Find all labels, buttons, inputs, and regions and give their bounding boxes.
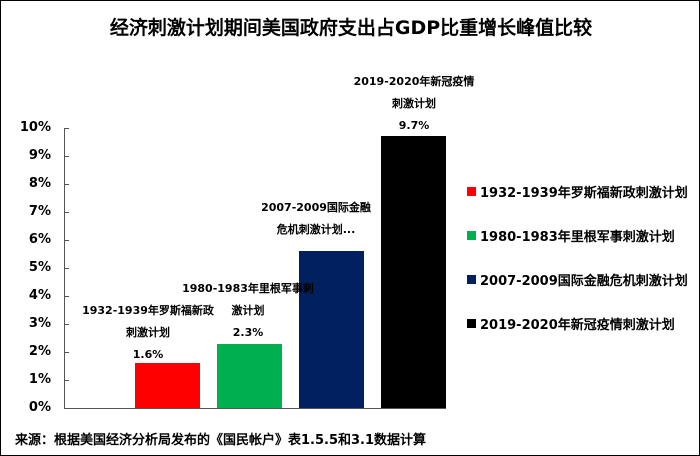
chart-title: 经济刺激计划期间美国政府支出占GDP比重增长峰值比较 xyxy=(109,17,593,39)
y-tick xyxy=(64,380,69,381)
y-tick xyxy=(64,324,69,325)
data-label-line: 刺激计划 xyxy=(126,326,170,339)
y-tick xyxy=(64,156,69,157)
y-tick-label: 8% xyxy=(28,176,51,191)
legend-item-1980: 1980-1983年里根军事刺激计划 xyxy=(467,213,688,257)
data-label-line: 2007-2009国际金融 xyxy=(261,201,371,214)
legend-swatch-red xyxy=(467,186,476,196)
data-label-value: 2.3% xyxy=(232,326,264,339)
y-tick xyxy=(64,128,69,129)
legend-label: 2019-2020年新冠疫情刺激计划 xyxy=(480,317,675,333)
y-tick-label: 3% xyxy=(28,316,51,331)
bar-1932-1939 xyxy=(135,363,200,408)
y-tick-label: 6% xyxy=(28,232,51,247)
bar-2019-2020 xyxy=(381,136,446,408)
bar-1980-1983 xyxy=(217,344,282,408)
chart-legend: 1932-1939年罗斯福新政刺激计划 1980-1983年里根军事刺激计划 2… xyxy=(467,169,688,345)
data-label-line: 1932-1939年罗斯福新政 xyxy=(82,304,214,317)
data-label-2019: 2019-2020年新冠疫情 刺激计划 9.7% xyxy=(339,71,489,137)
legend-swatch-black xyxy=(467,318,476,328)
y-tick xyxy=(64,212,69,213)
y-tick-label: 4% xyxy=(28,288,51,303)
x-axis xyxy=(64,408,446,409)
legend-swatch-green xyxy=(467,230,476,240)
data-label-line: 激计划 xyxy=(231,304,265,317)
data-label-line: 2019-2020年新冠疫情 xyxy=(353,75,475,88)
y-tick xyxy=(64,268,69,269)
y-tick xyxy=(64,352,69,353)
data-label-1932: 1932-1939年罗斯福新政 刺激计划 1.6% xyxy=(73,300,223,366)
y-tick xyxy=(64,184,69,185)
legend-item-1932: 1932-1939年罗斯福新政刺激计划 xyxy=(467,169,688,213)
y-tick-label: 7% xyxy=(28,204,51,219)
data-label-line: 危机刺激计划... xyxy=(276,223,356,236)
data-label-2007: 2007-2009国际金融 危机刺激计划... xyxy=(251,197,381,241)
data-label-value: 9.7% xyxy=(398,119,430,132)
y-tick-label: 0% xyxy=(28,400,51,415)
data-label-line: 1980-1983年里根军事刺 xyxy=(182,282,314,295)
bar-2007-2009 xyxy=(299,251,364,408)
source-note: 来源：根据美国经济分析局发布的《国民帐户》表1.5.5和3.1数据计算 xyxy=(15,433,427,448)
y-tick-label: 5% xyxy=(28,260,51,275)
y-tick xyxy=(64,240,69,241)
y-tick-label: 1% xyxy=(28,372,51,387)
legend-label: 2007-2009国际金融危机刺激计划 xyxy=(480,273,688,289)
legend-item-2007: 2007-2009国际金融危机刺激计划 xyxy=(467,257,688,301)
legend-item-2019: 2019-2020年新冠疫情刺激计划 xyxy=(467,301,688,345)
y-tick-label: 9% xyxy=(28,148,51,163)
data-label-1980: 1980-1983年里根军事刺 激计划 2.3% xyxy=(173,278,323,344)
data-label-line: 刺激计划 xyxy=(392,97,436,110)
data-label-value: 1.6% xyxy=(132,348,164,361)
legend-label: 1932-1939年罗斯福新政刺激计划 xyxy=(480,185,688,201)
y-tick-label: 10% xyxy=(19,120,51,135)
y-tick xyxy=(64,296,69,297)
y-tick-label: 2% xyxy=(28,344,51,359)
legend-label: 1980-1983年里根军事刺激计划 xyxy=(480,229,675,245)
legend-swatch-navy xyxy=(467,274,476,284)
